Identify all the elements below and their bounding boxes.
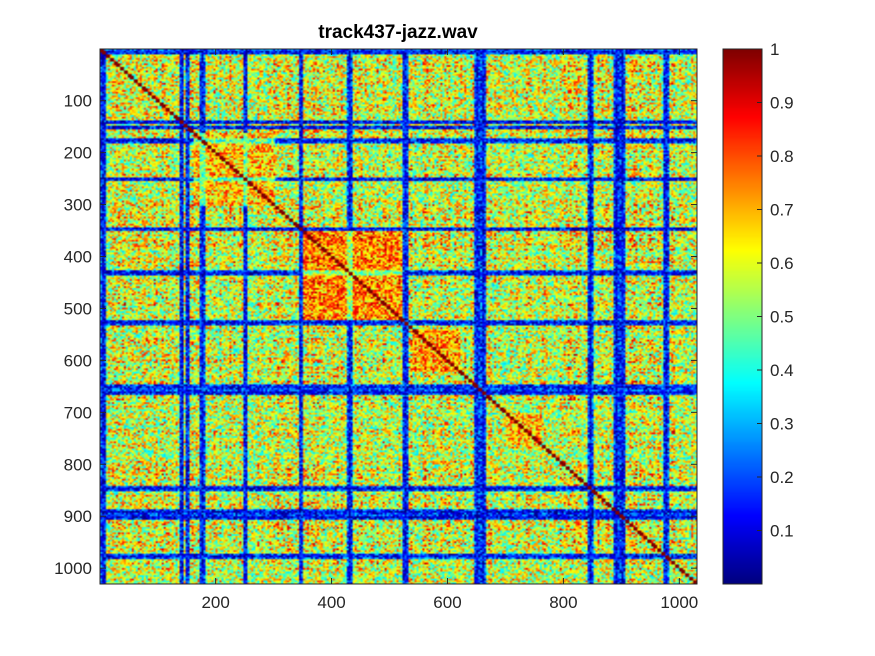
colorbar-tick-label: 0.7 [770,201,794,220]
y-tick-label: 800 [64,455,92,474]
y-tick-label: 400 [64,248,92,267]
colorbar-tick-label: 0.8 [770,147,794,166]
colorbar-tick-label: 0.2 [770,468,794,487]
y-tick-label: 100 [64,92,92,111]
colorbar-tick-label: 1 [770,40,779,59]
x-tick-label: 800 [549,593,577,612]
x-tick-label: 200 [201,593,229,612]
chart-title: track437-jazz.wav [318,22,478,43]
x-tick-label: 400 [317,593,345,612]
colorbar-tick-label: 0.9 [770,94,794,113]
y-tick-label: 300 [64,196,92,215]
colorbar-tick-label: 0.4 [770,361,794,380]
x-axis: 200 400 600 800 1000 [201,49,698,612]
y-tick-label: 500 [64,299,92,318]
similarity-heatmap [100,49,697,584]
x-tick-label: 600 [433,593,461,612]
heatmap-plot-area[interactable] [99,48,698,585]
colorbar-axis: 0.1 0.2 0.3 0.4 0.5 0.6 0.7 0.8 0.9 1 [757,40,794,541]
y-tick-label: 1000 [54,559,92,578]
colorbar-tick-label: 0.5 [770,308,794,327]
colorbar-tick-label: 0.1 [770,522,794,541]
y-axis: 100 200 300 400 500 600 700 800 900 1000 [54,92,697,578]
x-tick-label: 1000 [660,593,698,612]
colorbar-gradient [723,49,762,584]
colorbar-tick-label: 0.3 [770,415,794,434]
y-tick-label: 700 [64,403,92,422]
colorbar [722,48,763,585]
y-tick-label: 900 [64,507,92,526]
plot-frame [99,48,698,585]
y-tick-label: 600 [64,351,92,370]
colorbar-tick-label: 0.6 [770,254,794,273]
y-tick-label: 200 [64,144,92,163]
